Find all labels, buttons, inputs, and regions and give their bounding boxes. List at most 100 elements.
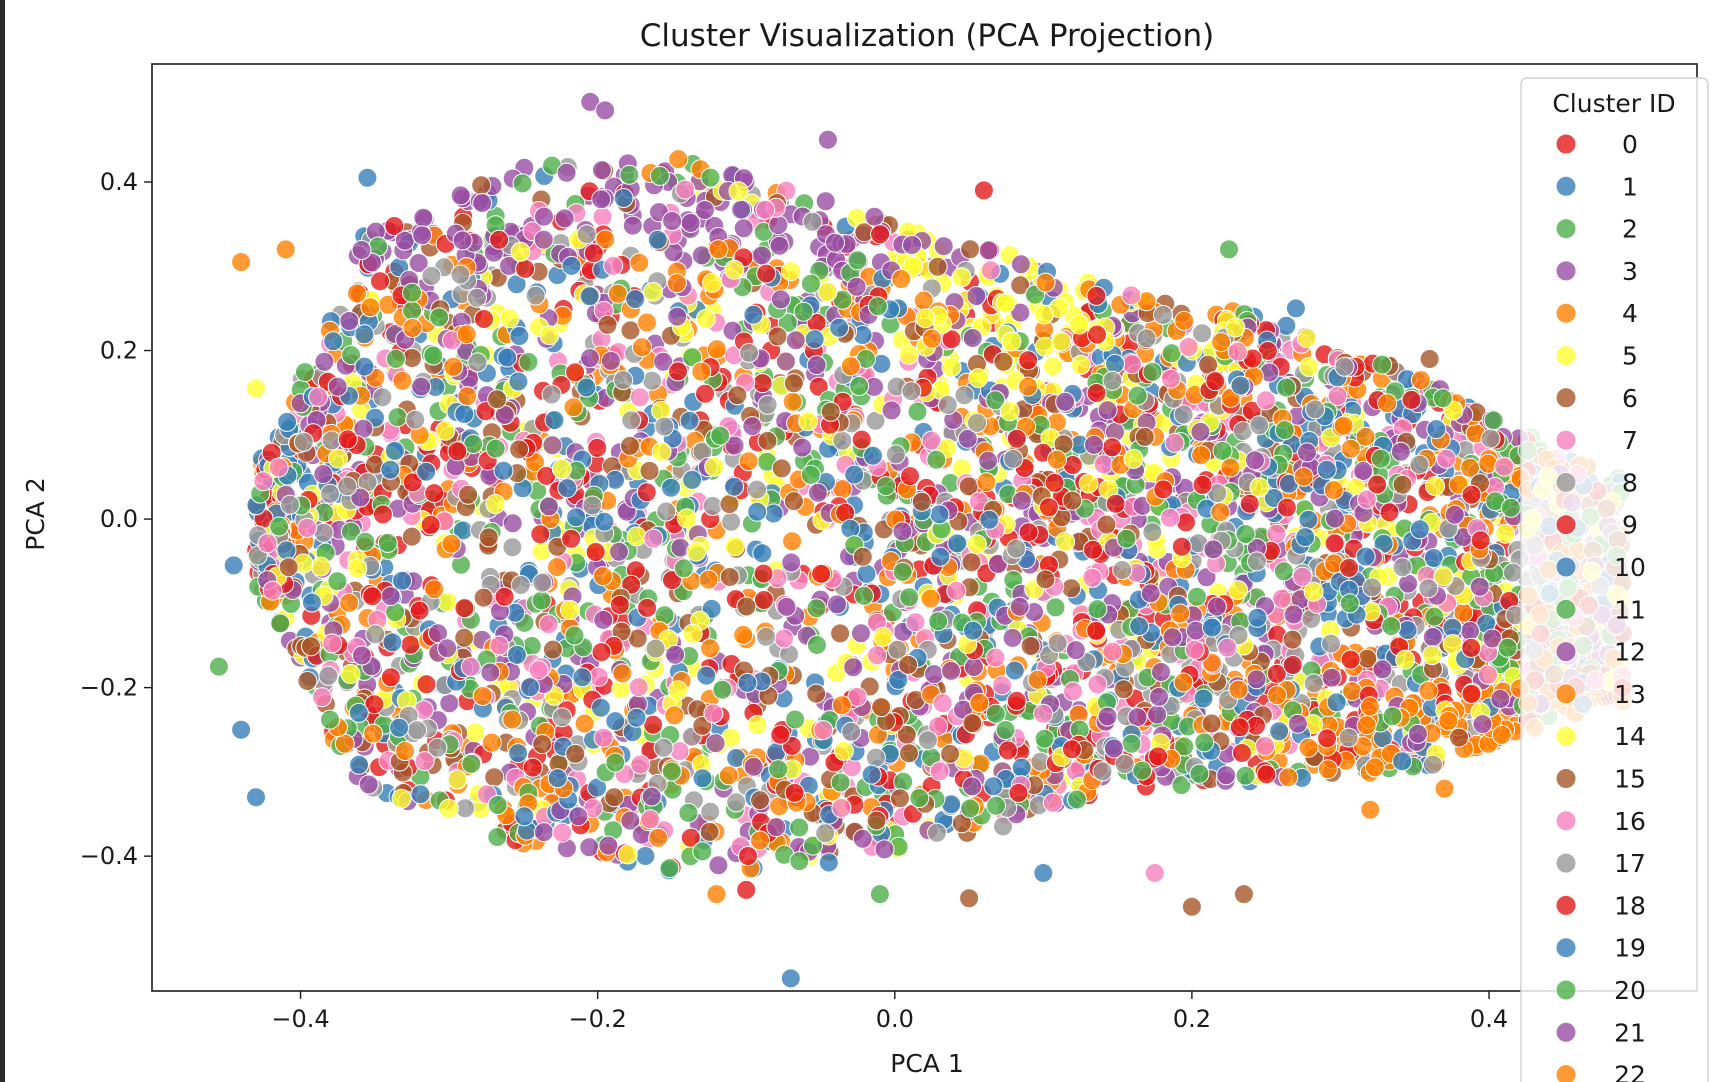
data-point — [628, 677, 649, 698]
data-point — [702, 496, 723, 516]
data-point — [1232, 743, 1252, 763]
data-point — [851, 429, 872, 450]
data-point — [1367, 474, 1388, 495]
data-point — [1010, 302, 1031, 323]
data-point — [871, 697, 892, 718]
data-point — [365, 624, 386, 645]
data-point — [312, 687, 332, 708]
data-point — [1153, 479, 1174, 500]
data-point — [532, 734, 553, 755]
data-point — [1340, 438, 1361, 459]
data-point — [813, 720, 834, 741]
data-point — [1297, 442, 1317, 463]
data-point — [384, 440, 405, 461]
data-point — [438, 798, 459, 819]
data-point — [465, 722, 486, 743]
data-point — [1129, 616, 1150, 637]
data-point — [538, 614, 559, 635]
data-point — [899, 743, 919, 764]
data-point — [392, 570, 413, 591]
data-point — [733, 218, 754, 239]
data-point — [682, 623, 703, 644]
data-point — [1065, 640, 1086, 661]
data-point — [1018, 522, 1039, 543]
data-point — [928, 611, 949, 632]
data-point — [743, 304, 764, 325]
data-point — [269, 516, 290, 537]
data-point — [1174, 310, 1195, 331]
data-point — [793, 301, 814, 322]
data-point — [941, 357, 962, 378]
data-point — [313, 464, 334, 485]
data-point — [1105, 493, 1126, 514]
data-point — [626, 707, 647, 728]
data-point — [636, 312, 657, 333]
data-point — [651, 441, 672, 462]
data-point — [825, 232, 845, 253]
data-point — [592, 206, 613, 227]
data-point — [1372, 659, 1393, 680]
data-point — [1370, 448, 1391, 469]
data-point — [1249, 477, 1270, 498]
data-point — [849, 376, 870, 396]
data-point — [402, 300, 423, 321]
data-point — [1256, 764, 1277, 785]
data-point — [703, 703, 724, 724]
data-point — [980, 260, 1001, 281]
data-point — [902, 235, 922, 255]
data-point — [380, 667, 401, 688]
data-point — [1418, 680, 1439, 701]
data-point — [769, 235, 790, 256]
data-point — [933, 236, 954, 257]
data-point — [976, 472, 997, 493]
data-point — [412, 225, 433, 246]
data-point — [467, 352, 488, 373]
data-point — [830, 772, 851, 793]
data-point — [724, 259, 745, 280]
data-point — [1397, 620, 1418, 641]
data-point — [1097, 706, 1118, 727]
data-point — [782, 531, 803, 552]
data-point — [1191, 445, 1212, 466]
data-point — [1246, 669, 1267, 690]
data-point — [1273, 561, 1294, 582]
data-point — [377, 532, 398, 553]
data-point — [629, 252, 650, 273]
data-point — [1202, 617, 1222, 638]
data-point — [439, 693, 460, 714]
data-point — [666, 273, 687, 294]
data-point — [893, 771, 914, 792]
data-point — [452, 230, 473, 251]
data-point — [736, 596, 757, 617]
data-point — [1401, 389, 1422, 410]
data-point — [320, 709, 340, 730]
data-point — [946, 580, 967, 601]
data-point — [840, 356, 861, 377]
data-point — [892, 521, 913, 542]
data-point — [986, 795, 1006, 816]
data-point — [456, 324, 477, 345]
data-point — [757, 394, 778, 415]
data-point — [861, 764, 882, 785]
data-point — [478, 527, 499, 548]
data-point — [424, 483, 445, 504]
data-point — [572, 667, 593, 688]
data-point — [1134, 426, 1155, 447]
data-point — [853, 585, 874, 606]
data-point — [554, 208, 575, 229]
data-point — [724, 476, 745, 497]
data-point — [443, 356, 464, 377]
data-point — [789, 817, 810, 838]
data-point — [278, 557, 299, 578]
data-point — [1229, 717, 1250, 738]
chart-title: Cluster Visualization (PCA Projection) — [640, 18, 1214, 54]
data-point — [576, 377, 597, 398]
data-point — [831, 798, 852, 818]
data-point — [676, 508, 697, 529]
data-point — [780, 261, 801, 282]
data-point — [951, 267, 972, 288]
data-point — [1297, 328, 1317, 349]
data-point — [1423, 548, 1444, 568]
data-point — [1070, 354, 1091, 375]
data-point — [770, 724, 791, 745]
